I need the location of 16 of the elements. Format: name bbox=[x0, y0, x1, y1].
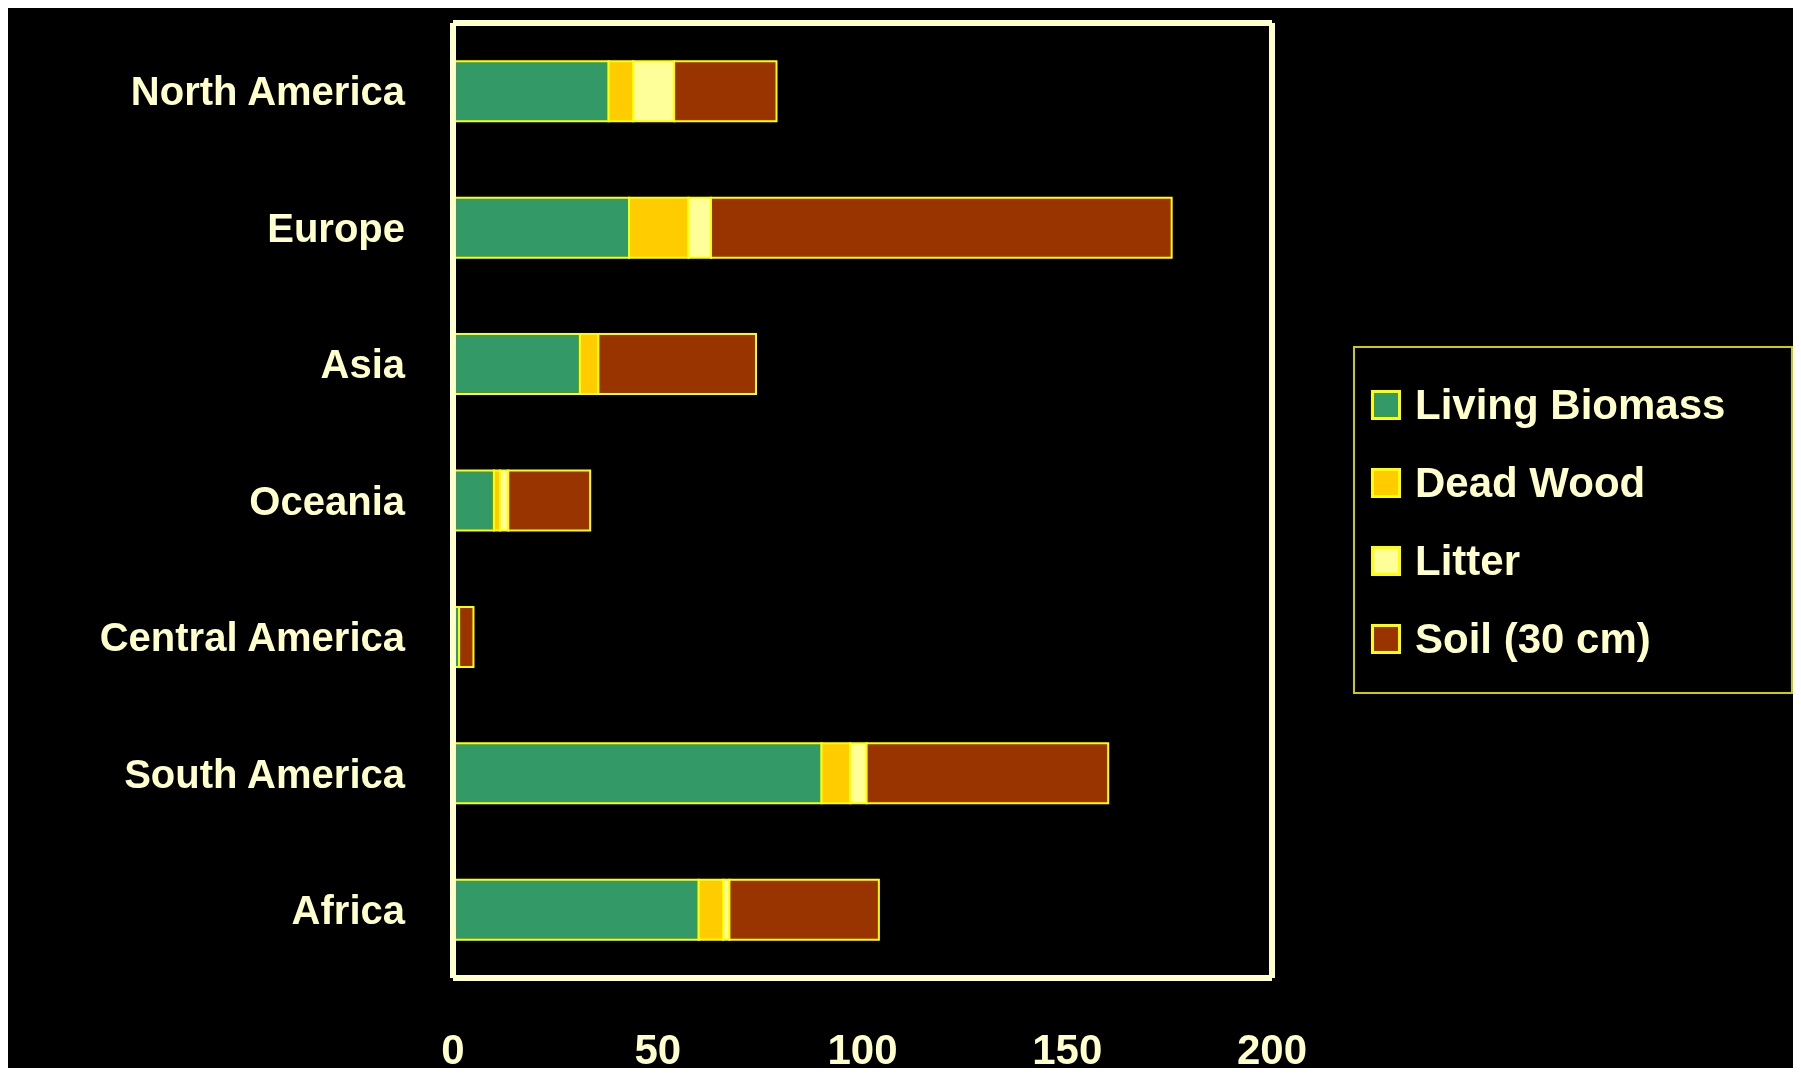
y-tick-label: South America bbox=[124, 751, 406, 796]
y-tick-label: Central America bbox=[99, 615, 406, 660]
y-tick-label: Asia bbox=[320, 342, 406, 387]
x-tick-label: 50 bbox=[634, 1025, 682, 1073]
y-tick-label: Oceania bbox=[249, 478, 406, 523]
legend-label: Dead Wood bbox=[1415, 459, 1646, 507]
x-tick-label: 0 bbox=[441, 1025, 465, 1073]
x-tick-label: 200 bbox=[1236, 1025, 1308, 1073]
x-tick-label: 150 bbox=[1032, 1025, 1103, 1073]
legend-label: Litter bbox=[1415, 537, 1520, 585]
y-tick-label: Africa bbox=[291, 887, 406, 932]
legend-label: Soil (30 cm) bbox=[1415, 615, 1651, 663]
y-tick-label: Europe bbox=[267, 205, 405, 250]
y-tick-label: North America bbox=[130, 69, 406, 114]
x-tick-label: 100 bbox=[827, 1025, 898, 1073]
legend-label: Living Biomass bbox=[1415, 381, 1726, 429]
